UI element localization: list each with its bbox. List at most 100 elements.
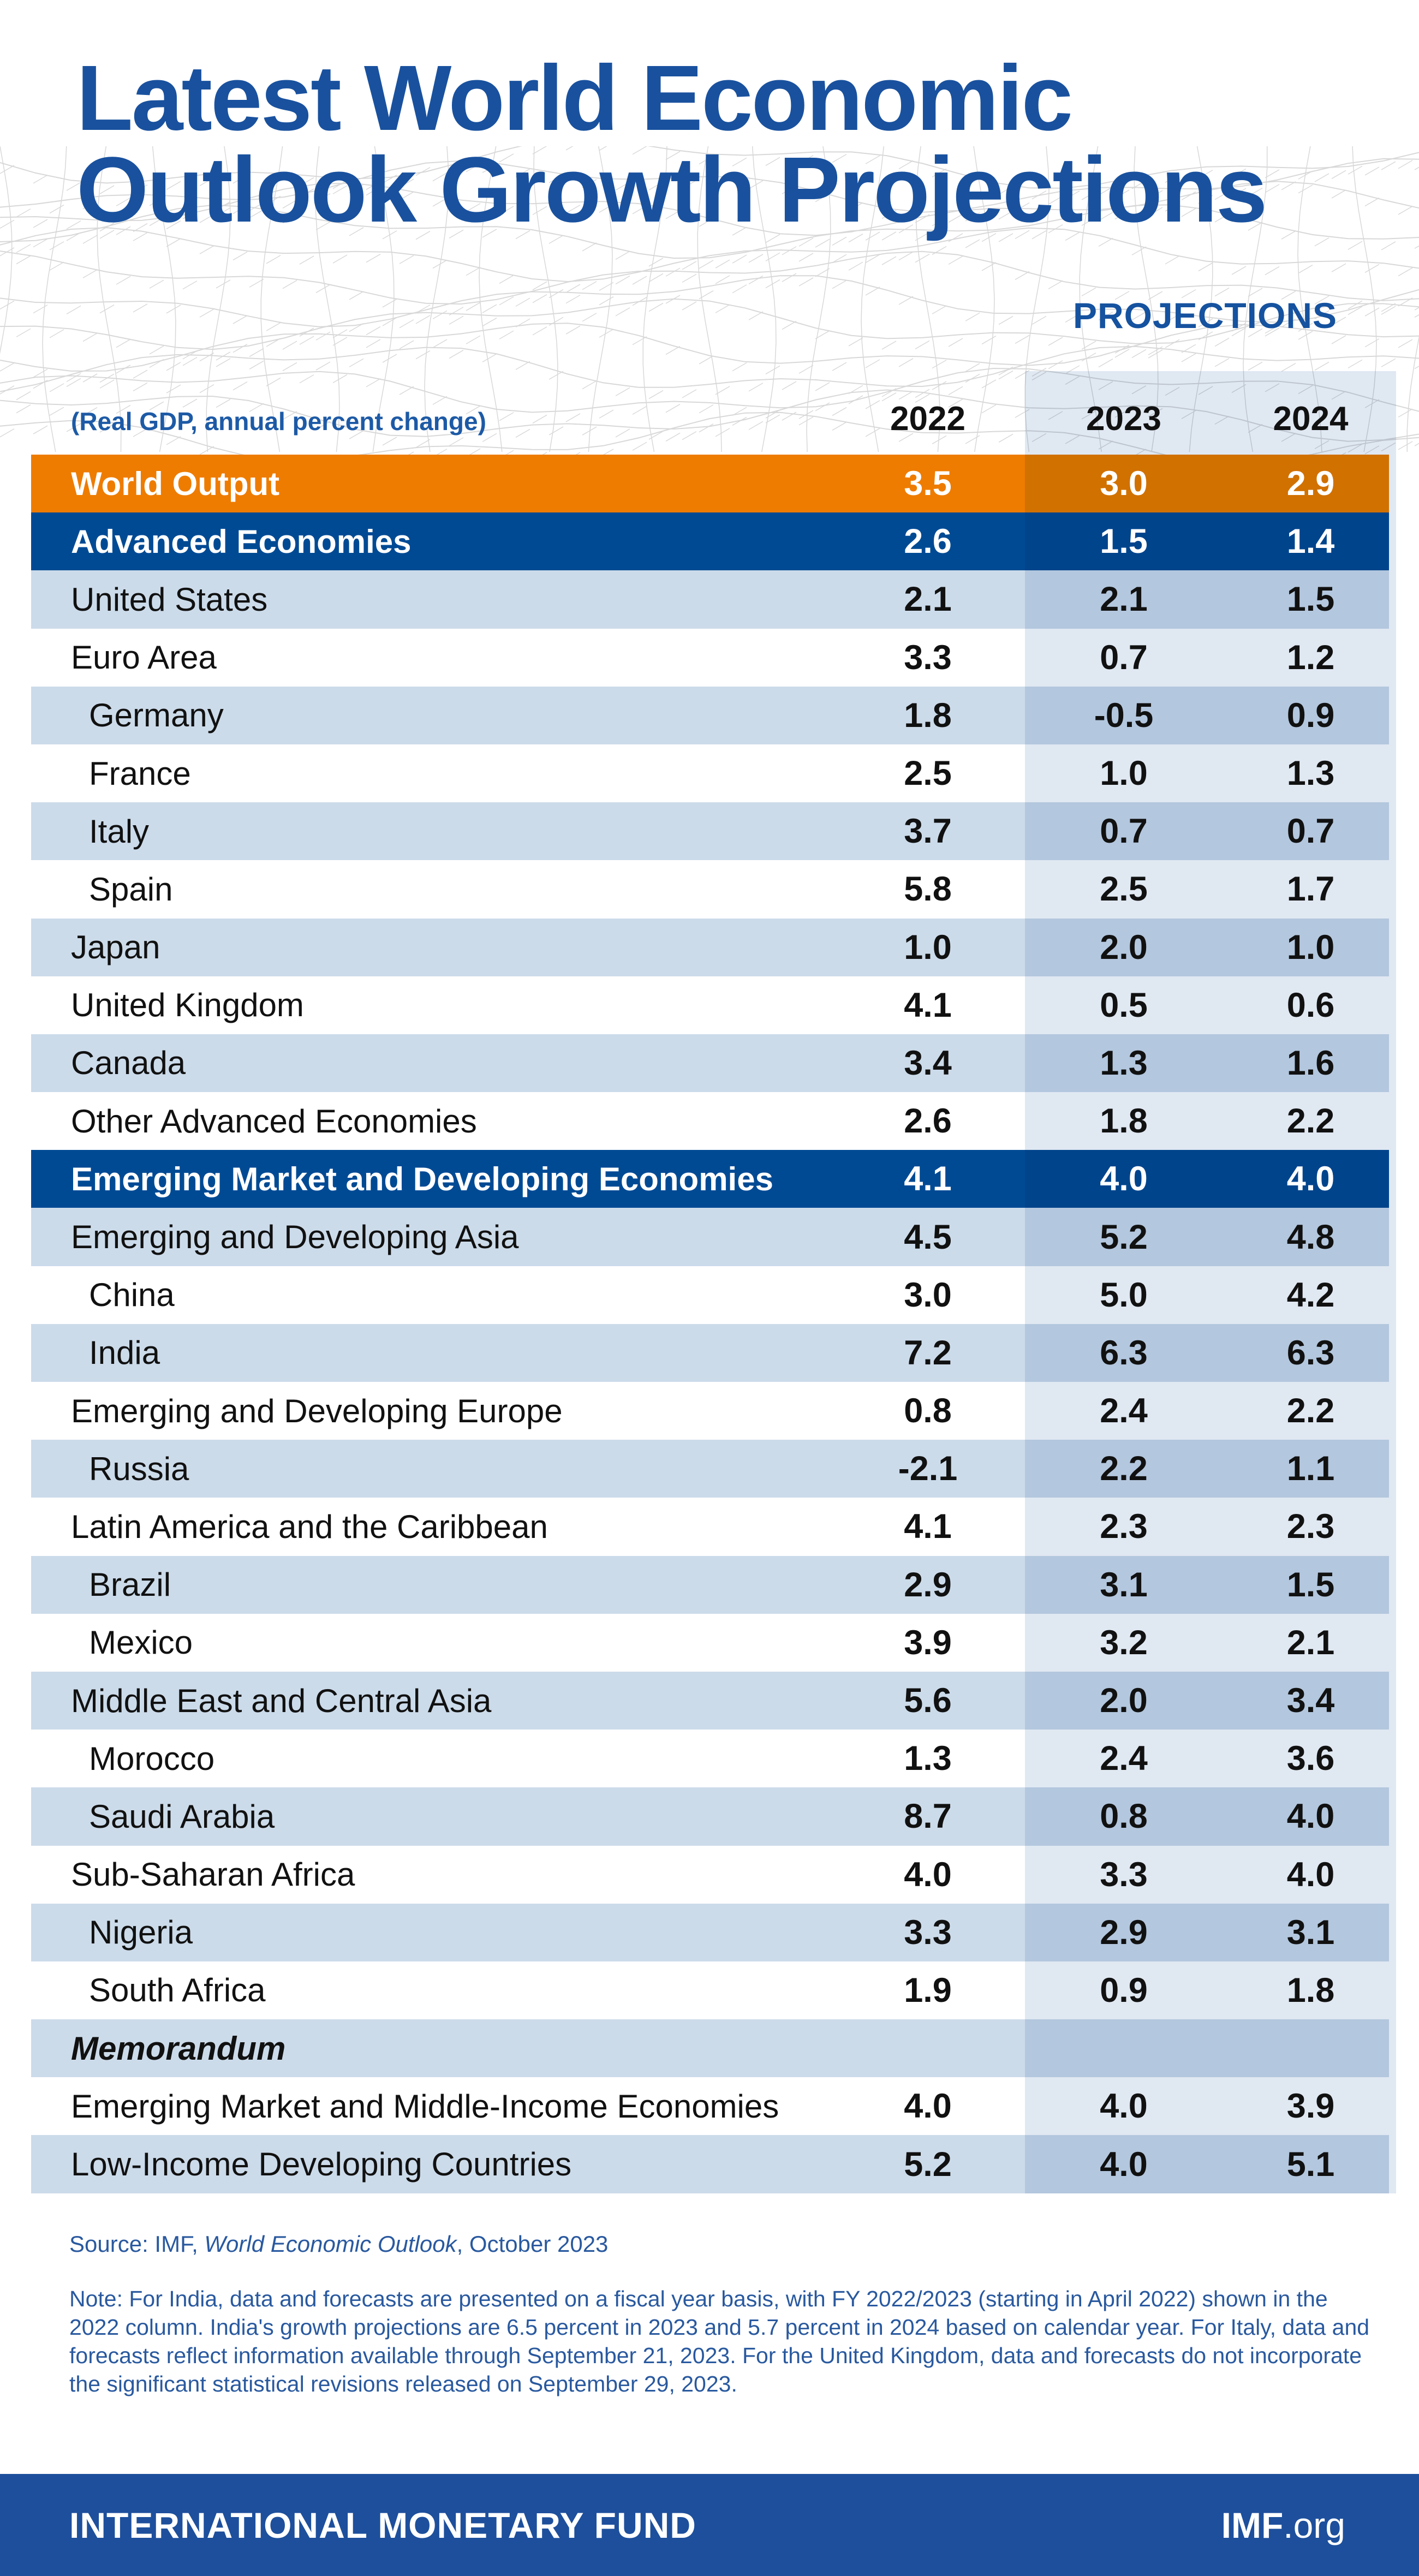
value-2024: 1.3 <box>1286 754 1335 793</box>
value-2023: 0.9 <box>1100 1971 1148 2009</box>
value-2024: 2.1 <box>1286 1623 1335 1662</box>
row-label: World Output <box>71 465 280 502</box>
table-row: Mexico 3.9 3.2 2.1 <box>31 1614 1389 1672</box>
value-2024: 6.3 <box>1286 1333 1335 1372</box>
value-2023: 2.4 <box>1100 1392 1148 1430</box>
value-2022: -2.1 <box>898 1450 958 1488</box>
row-label: Other Advanced Economies <box>71 1102 477 1140</box>
value-2022: 7.2 <box>904 1333 952 1372</box>
value-2024: 1.6 <box>1286 1043 1335 1082</box>
table-row: Russia -2.1 2.2 1.1 <box>31 1440 1389 1498</box>
table-row: Japan 1.0 2.0 1.0 <box>31 919 1389 976</box>
value-2024: 2.2 <box>1286 1102 1335 1141</box>
value-2022: 3.4 <box>904 1043 952 1082</box>
value-2022: 2.5 <box>904 754 952 793</box>
row-label: Emerging and Developing Europe <box>71 1392 563 1429</box>
value-2022: 2.1 <box>904 580 952 619</box>
value-2022: 4.0 <box>904 2087 952 2126</box>
row-label: Saudi Arabia <box>89 1798 275 1835</box>
table-row: Euro Area 3.3 0.7 1.2 <box>31 629 1389 687</box>
table-row: Spain 5.8 2.5 1.7 <box>31 860 1389 918</box>
footer-website-org: .org <box>1283 2505 1345 2545</box>
page-title-line2: Outlook Growth Projections <box>76 138 1267 242</box>
value-2022: 0.8 <box>904 1392 952 1430</box>
table-row: France 2.5 1.0 1.3 <box>31 744 1389 802</box>
value-2024: 1.1 <box>1286 1450 1335 1488</box>
value-2022: 8.7 <box>904 1797 952 1836</box>
value-2024: 1.7 <box>1286 870 1335 909</box>
source-line: Source: IMF, World Economic Outlook, Oct… <box>69 2231 1379 2257</box>
page-title-line1: Latest World Economic <box>76 46 1073 150</box>
value-2022: 3.5 <box>904 464 952 503</box>
table-row: Other Advanced Economies 2.6 1.8 2.2 <box>31 1092 1389 1150</box>
value-2024: 3.6 <box>1286 1739 1335 1778</box>
value-2022: 3.7 <box>904 812 952 851</box>
footnote: Note: For India, data and forecasts are … <box>69 2286 1370 2396</box>
value-2024: 3.1 <box>1286 1913 1335 1952</box>
table-row: Canada 3.4 1.3 1.6 <box>31 1034 1389 1092</box>
row-label: Brazil <box>89 1566 171 1603</box>
table-row: United States 2.1 2.1 1.5 <box>31 570 1389 628</box>
value-2023: 0.8 <box>1100 1797 1148 1836</box>
value-2022: 4.1 <box>904 1160 952 1198</box>
row-label: Sub-Saharan Africa <box>71 1856 355 1893</box>
value-2022: 3.3 <box>904 1913 952 1952</box>
row-label: United Kingdom <box>71 987 304 1024</box>
value-2022: 1.9 <box>904 1971 952 2009</box>
value-2024: 2.9 <box>1286 464 1335 503</box>
table-row: Saudi Arabia 8.7 0.8 4.0 <box>31 1787 1389 1845</box>
value-2023: 2.2 <box>1100 1450 1148 1488</box>
value-2024: 3.9 <box>1286 2087 1335 2126</box>
row-label: Memorandum <box>71 2030 286 2067</box>
value-2024: 4.2 <box>1286 1275 1335 1314</box>
table-row: Emerging and Developing Europe 0.8 2.4 2.2 <box>31 1382 1389 1440</box>
value-2023: 2.1 <box>1100 580 1148 619</box>
table-row: Emerging and Developing Asia 4.5 5.2 4.8 <box>31 1208 1389 1266</box>
value-2022: 5.2 <box>904 2145 952 2184</box>
table-row: Brazil 2.9 3.1 1.5 <box>31 1556 1389 1614</box>
value-2024: 3.4 <box>1286 1681 1335 1720</box>
value-2023: 0.7 <box>1100 812 1148 851</box>
value-2022: 1.8 <box>904 696 952 735</box>
value-2024: 1.2 <box>1286 638 1335 677</box>
value-2023: 3.1 <box>1100 1565 1148 1604</box>
value-2022: 1.3 <box>904 1739 952 1778</box>
row-label: India <box>89 1334 160 1372</box>
value-2023: 2.4 <box>1100 1739 1148 1778</box>
value-2023: 1.0 <box>1100 754 1148 793</box>
footer-bar: INTERNATIONAL MONETARY FUND IMF.org <box>0 2474 1419 2576</box>
value-2024: 5.1 <box>1286 2145 1335 2184</box>
value-2023: 1.5 <box>1100 522 1148 561</box>
table-row: Italy 3.7 0.7 0.7 <box>31 802 1389 860</box>
table-row: South Africa 1.9 0.9 1.8 <box>31 1961 1389 2019</box>
footer-website-imf: IMF <box>1221 2505 1284 2545</box>
value-2023: 3.3 <box>1100 1855 1148 1894</box>
row-label: Russia <box>89 1450 189 1487</box>
value-2023: 1.3 <box>1100 1043 1148 1082</box>
table-row: India 7.2 6.3 6.3 <box>31 1324 1389 1382</box>
growth-table: World Output 3.5 3.0 2.9 Advanced Economies 2… <box>31 455 1389 2193</box>
value-2023: 6.3 <box>1100 1333 1148 1372</box>
row-label: Emerging Market and Developing Economies <box>71 1160 773 1197</box>
value-2022: 3.0 <box>904 1275 952 1314</box>
table-row: Germany 1.8 -0.5 0.9 <box>31 687 1389 744</box>
row-label: Germany <box>89 697 224 734</box>
value-2023: 1.8 <box>1100 1102 1148 1141</box>
value-2024: 2.3 <box>1286 1507 1335 1546</box>
column-header-2024: 2024 <box>1273 400 1349 438</box>
value-2024: 4.0 <box>1286 1855 1335 1894</box>
projections-label: PROJECTIONS <box>1072 295 1338 336</box>
value-2024: 0.7 <box>1286 812 1335 851</box>
value-2024: 0.9 <box>1286 696 1335 735</box>
value-2024: 0.6 <box>1286 986 1335 1024</box>
row-label: Latin America and the Caribbean <box>71 1508 548 1545</box>
value-2024: 4.0 <box>1286 1160 1335 1198</box>
row-label: Japan <box>71 929 160 966</box>
value-2023: 3.2 <box>1100 1623 1148 1662</box>
table-row: World Output 3.5 3.0 2.9 <box>31 455 1389 512</box>
value-2024: 2.2 <box>1286 1392 1335 1430</box>
value-2022: 5.6 <box>904 1681 952 1720</box>
footer-organization: INTERNATIONAL MONETARY FUND <box>69 2505 696 2545</box>
row-label: Nigeria <box>89 1914 193 1951</box>
